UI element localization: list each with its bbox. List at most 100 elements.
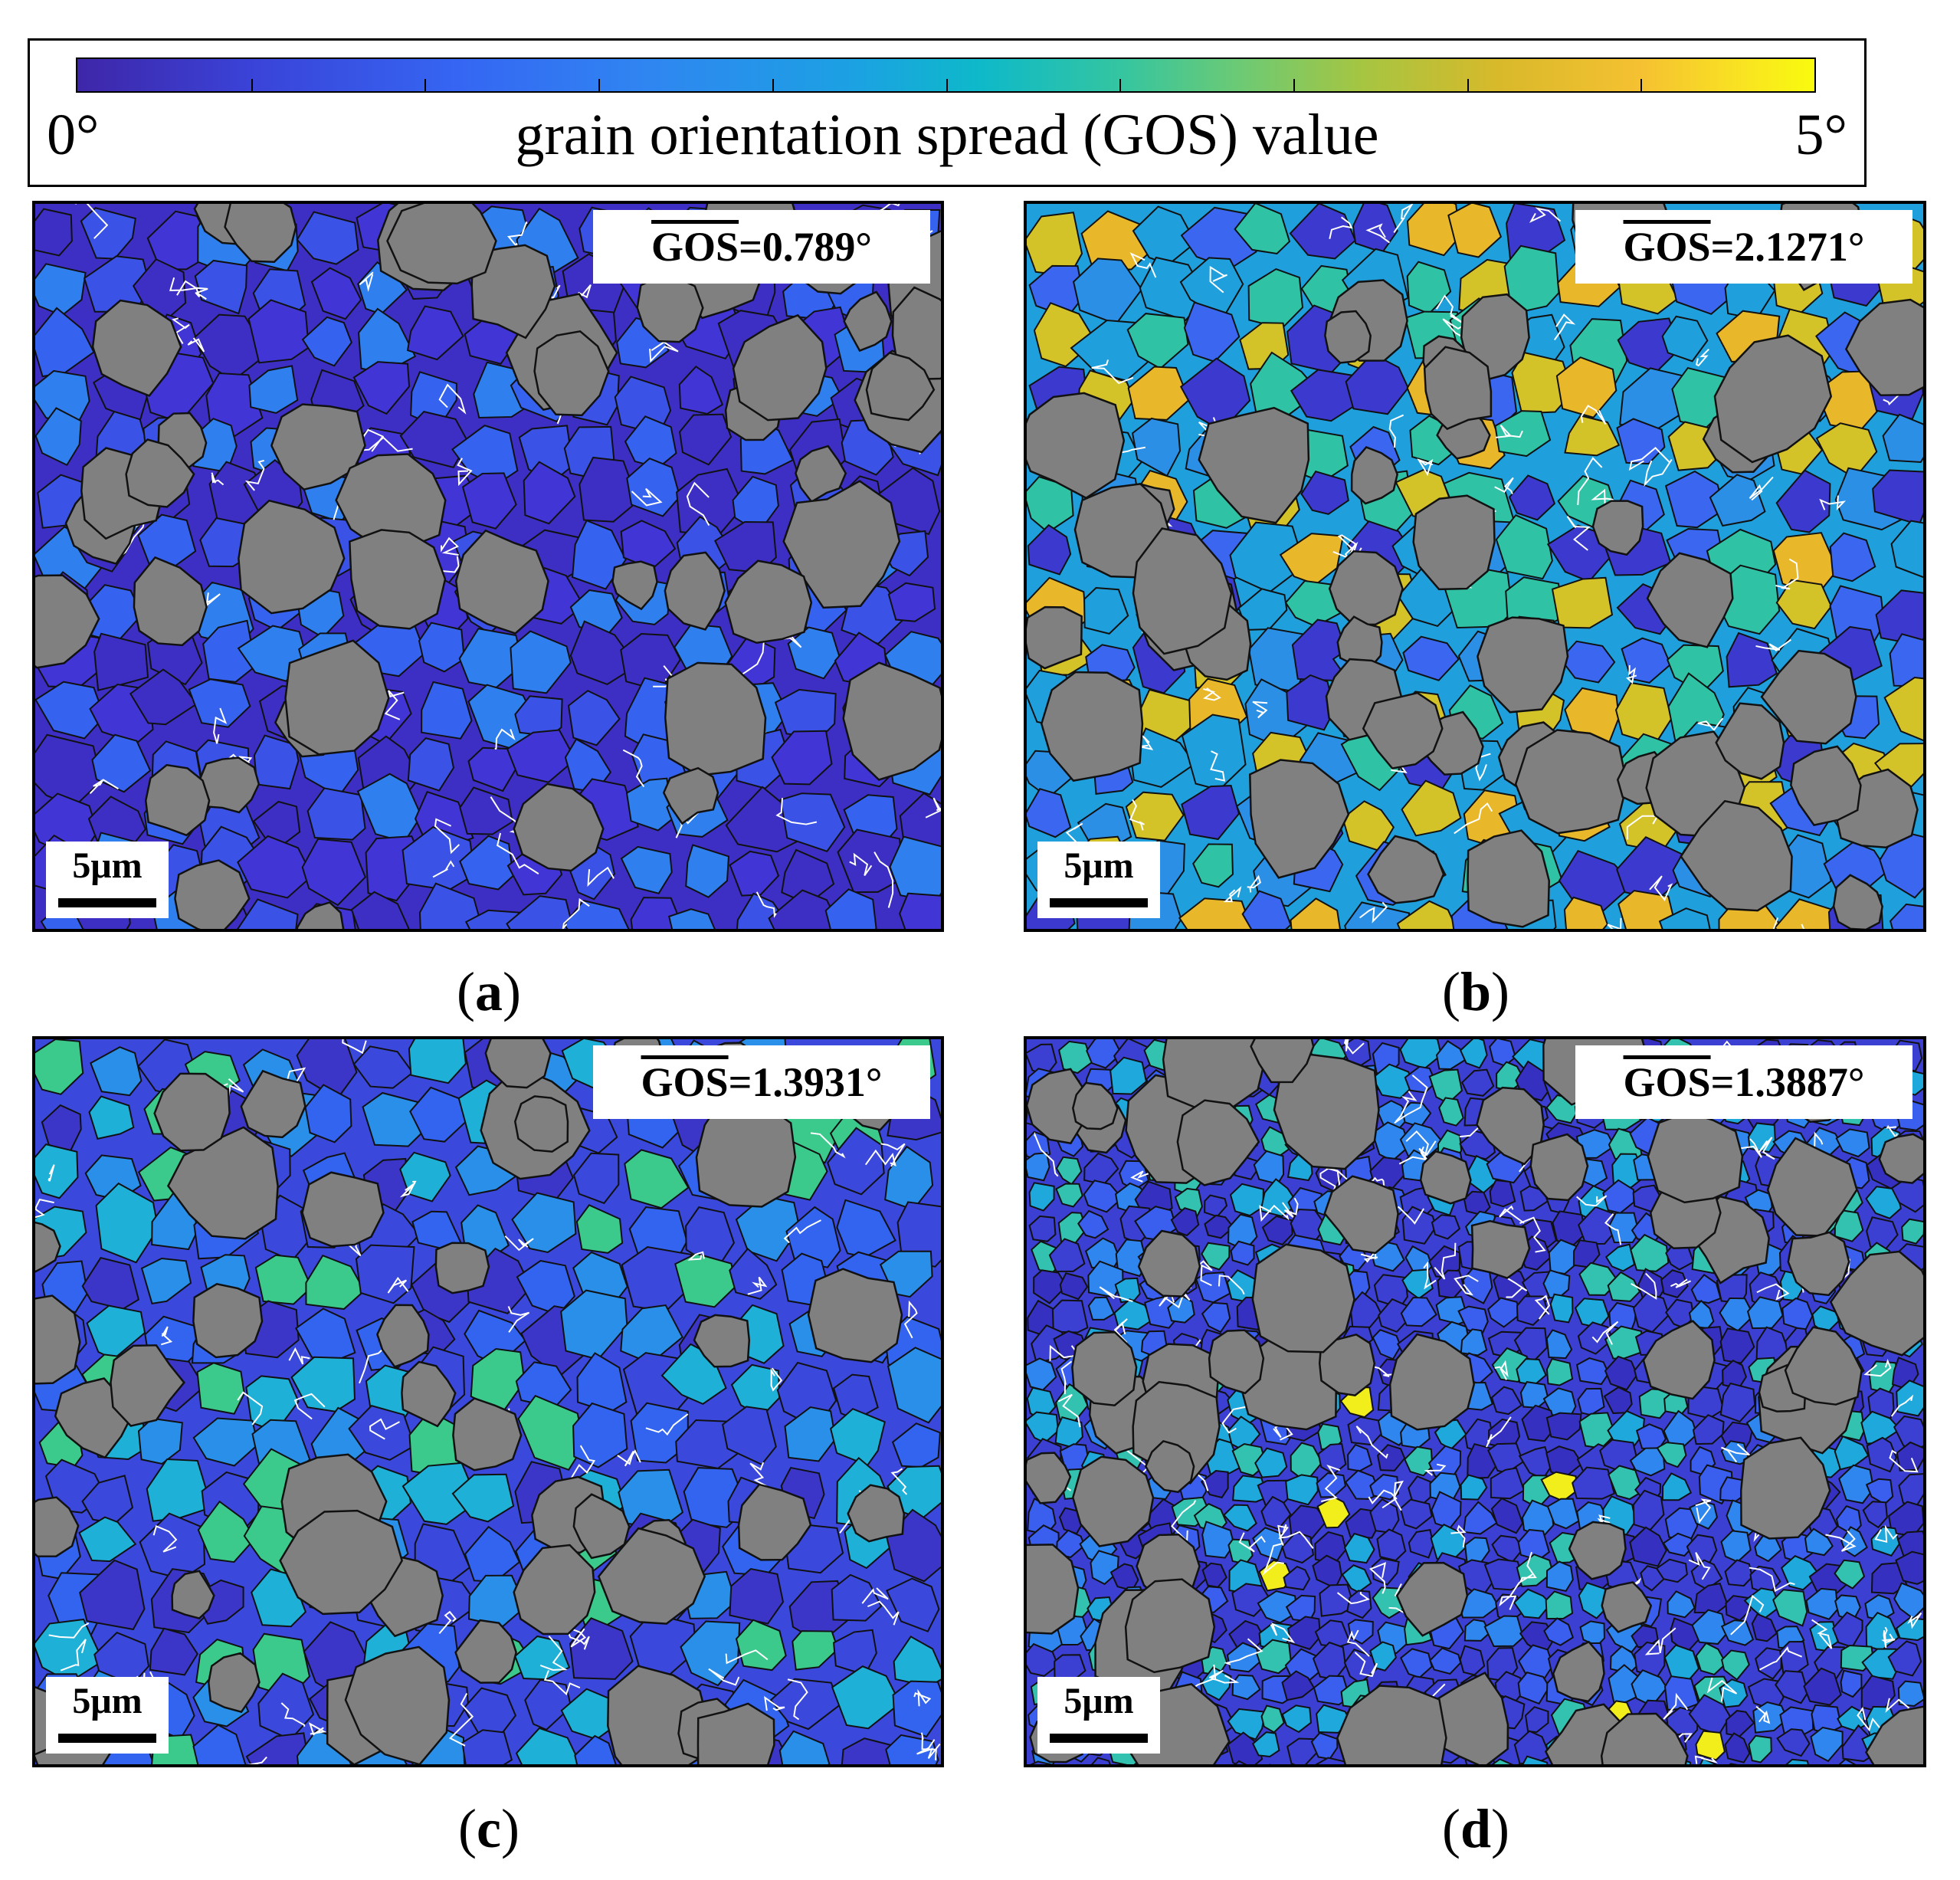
grain [1033,1269,1067,1304]
low-angle-boundary [1721,1443,1752,1463]
low-angle-boundary [384,690,405,720]
low-angle-boundary [1282,1197,1299,1218]
particle [696,1702,775,1764]
grain [1838,1464,1875,1504]
grain [1545,1560,1574,1593]
grain [1396,900,1458,929]
particle [1600,1712,1689,1764]
caption-c: (c) [458,1798,519,1859]
grain [1882,413,1923,463]
particle [125,438,195,508]
grain [778,1730,831,1764]
grain [1895,1550,1923,1585]
particle [1362,691,1444,769]
low-angle-boundary [1889,1449,1919,1473]
low-angle-boundary [1730,1594,1765,1636]
particle [484,1039,552,1089]
particle [724,559,813,645]
low-angle-boundary [48,1164,55,1182]
low-angle-boundary [1129,799,1145,831]
grain [406,305,464,361]
low-angle-boundary [176,280,208,300]
particle [35,1496,80,1557]
low-angle-boundary [359,271,374,292]
panel-d-grain-map [1027,1039,1923,1764]
particle [737,1483,812,1561]
grain [1201,1301,1231,1334]
grain [1483,1615,1524,1648]
low-angle-boundary [1529,207,1562,223]
grain [887,582,936,622]
grain [1491,1758,1514,1764]
caption-b: (b) [1441,961,1509,1022]
grain [1664,470,1726,529]
low-angle-boundary [1756,1283,1790,1301]
grain [1257,1590,1299,1624]
grain [1489,1179,1516,1208]
low-angle-boundary [920,1732,937,1760]
grain [90,1046,143,1097]
grain [1463,1501,1498,1535]
grain [88,1095,135,1140]
grain [1281,1531,1315,1564]
grain [1695,1730,1726,1761]
grain [1401,1206,1437,1245]
particle [1144,1439,1195,1494]
grain [892,1680,941,1738]
low-angle-boundary [1359,901,1388,924]
low-angle-boundary [1368,1562,1387,1594]
grain [572,1152,620,1205]
low-angle-boundary [1454,802,1493,835]
low-angle-boundary [1194,1260,1213,1287]
low-angle-boundary [1494,477,1514,494]
low-angle-boundary [507,1306,530,1333]
particle [1124,1578,1216,1674]
particle [1137,1229,1201,1298]
low-angle-boundary [725,1649,769,1665]
low-angle-boundary [213,707,228,744]
low-angle-boundary [434,818,461,855]
low-angle-boundary [1224,1638,1264,1665]
grain [196,1362,245,1415]
grain [461,472,517,530]
colorbar-tick [424,79,427,91]
grain [35,1039,84,1095]
grain [1775,1670,1809,1704]
low-angle-boundary [1825,1530,1857,1552]
grain [1495,513,1553,580]
particle [344,1645,451,1764]
particle [842,661,941,781]
low-angle-boundary [1405,1130,1429,1160]
panel-d-gos-label: GOS=1.3887° [1575,1045,1912,1119]
low-angle-boundary [1393,204,1414,233]
particle [1323,1175,1399,1255]
colorbar-max-label: 5° [1794,103,1847,167]
grain [1804,1527,1834,1557]
grain [506,729,577,783]
grain [1204,1214,1234,1239]
particle [240,1069,306,1139]
particle [1423,346,1493,431]
grain [192,1417,259,1467]
low-angle-boundary [1495,425,1523,438]
grain [1555,356,1617,418]
grain [1055,1529,1086,1558]
grain [1604,1355,1638,1391]
particle [1027,392,1126,500]
grain [1513,1730,1552,1764]
scale-bar-label: 5μm [1064,845,1134,886]
colorbar-tick [598,79,601,91]
low-angle-boundary [1099,1286,1133,1303]
grain [348,1405,416,1461]
grain [35,407,82,467]
grain [1251,1731,1280,1758]
grain [1840,1669,1863,1698]
grain [792,1630,839,1671]
low-angle-boundary [1749,1567,1795,1593]
panel-a-grain-map [35,204,941,929]
low-angle-boundary [1362,1176,1386,1196]
particle [1198,406,1310,524]
particle [401,1360,457,1428]
low-angle-boundary [1252,700,1268,719]
grain [79,1559,146,1631]
